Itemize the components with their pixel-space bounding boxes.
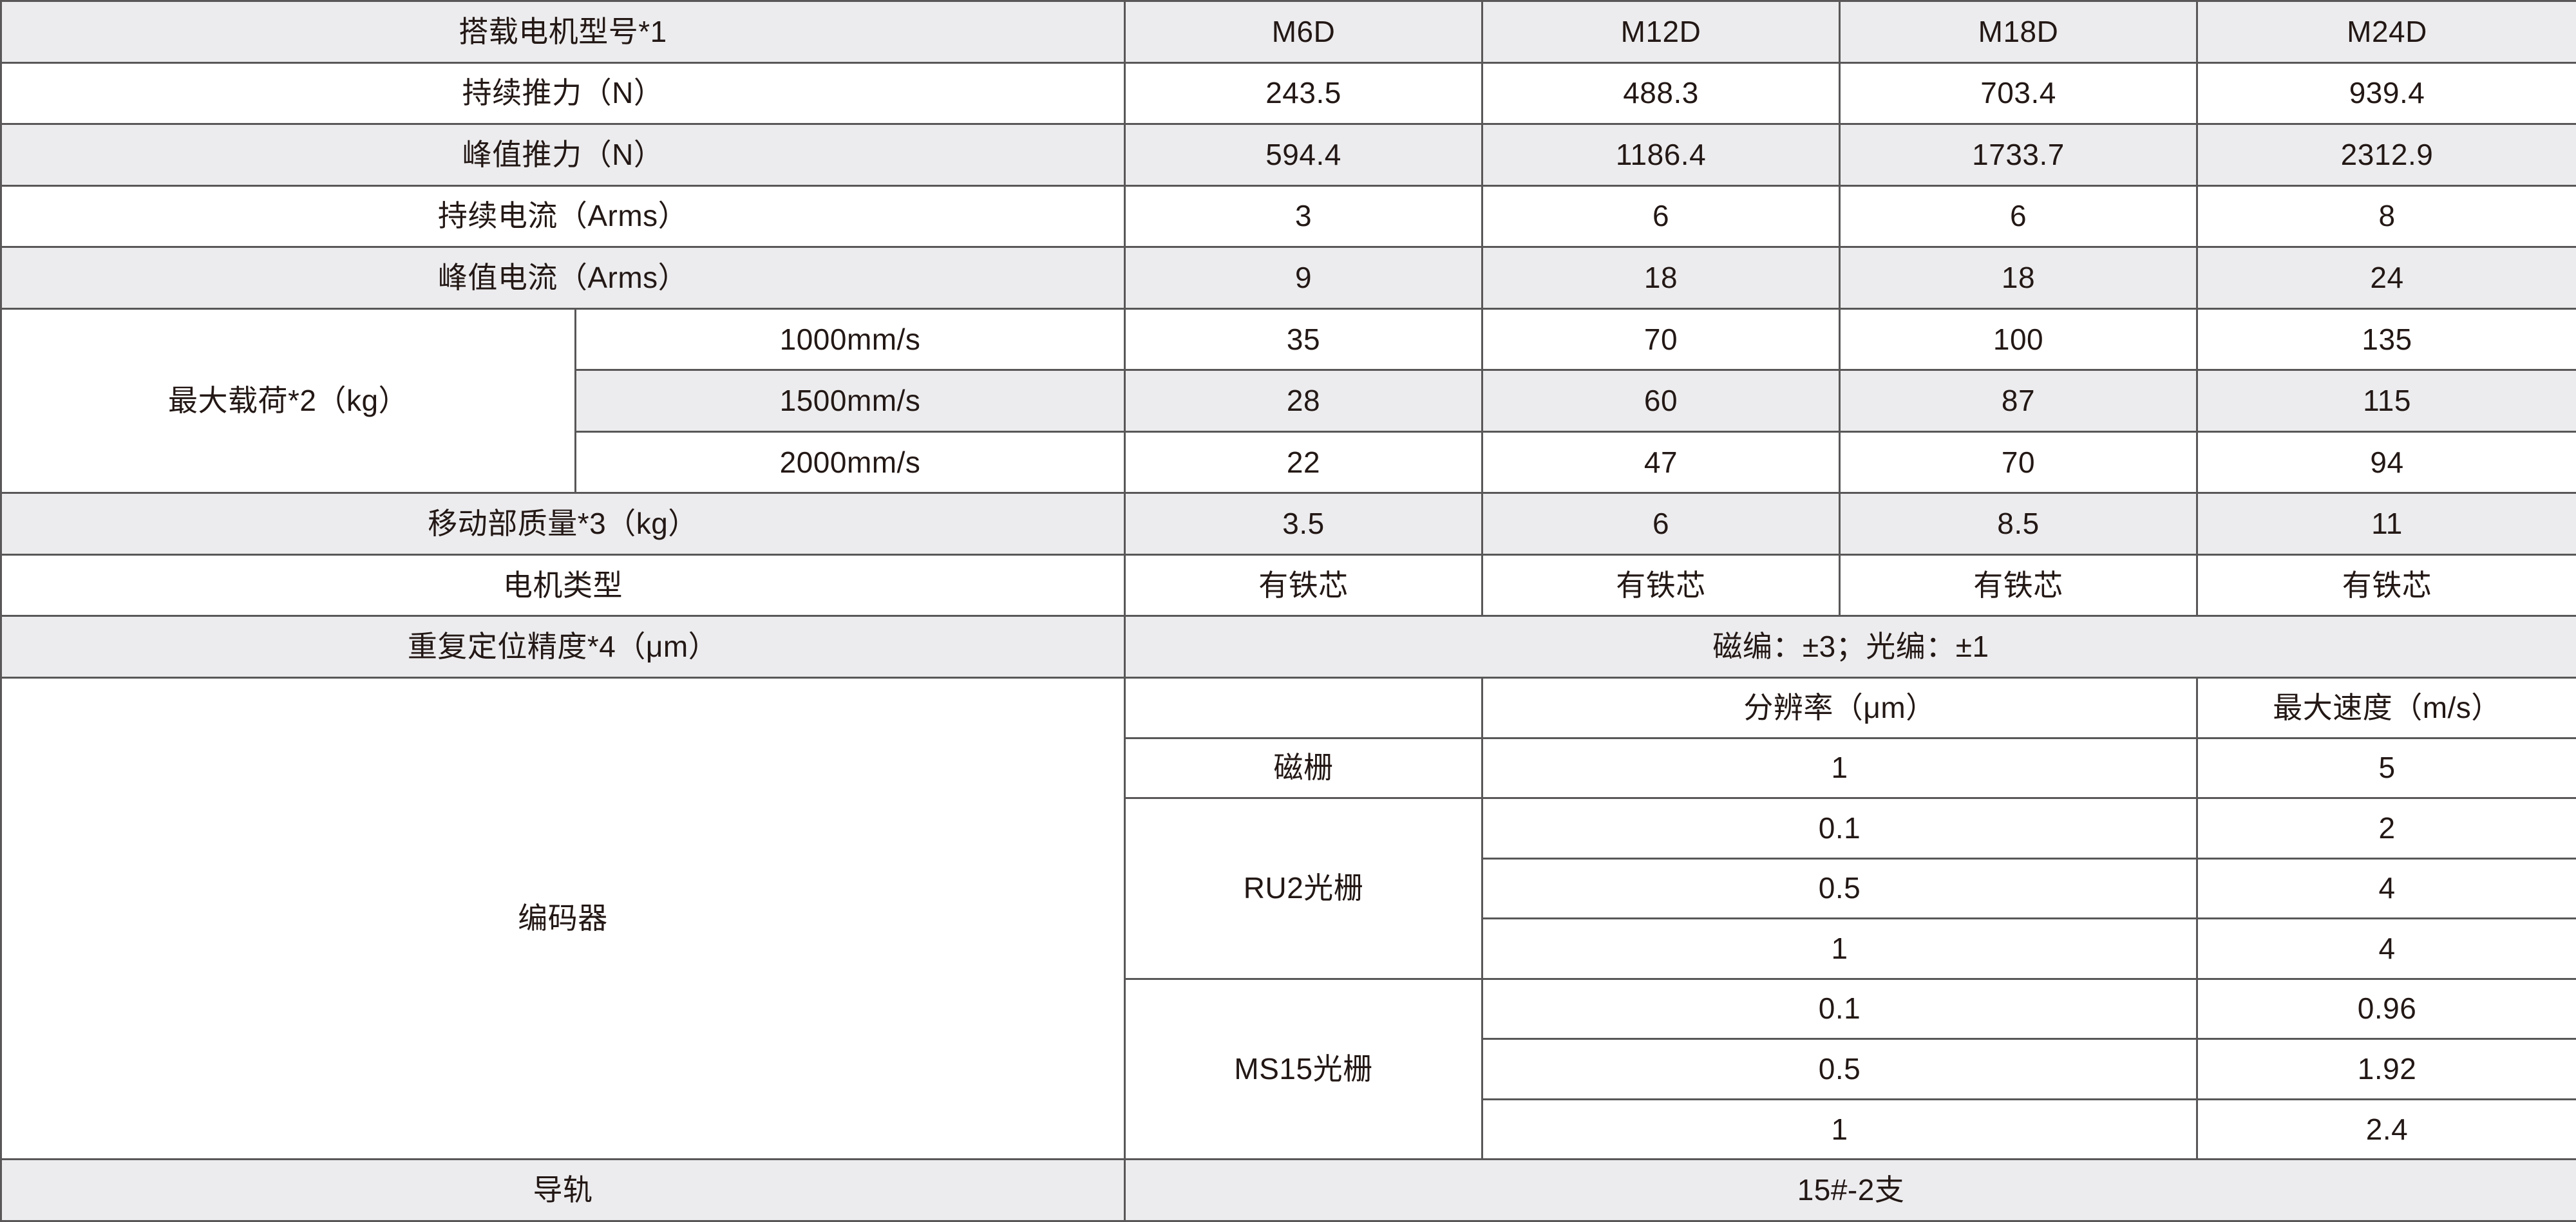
- table-row-max-load-2000: 2000mm/s 22 47 70 94: [1, 430, 2576, 494]
- encoder-ms15-resolution-1: 0.1: [1481, 977, 2199, 1040]
- row-label-motor-model: 搭载电机型号*1: [0, 0, 1126, 64]
- encoder-magnetic-maxspeed-1: 5: [2196, 737, 2576, 800]
- cell-peak-thrust-m12d: 1186.4: [1481, 123, 1841, 187]
- cell-motor-type-m18d: 有铁芯: [1839, 553, 2199, 617]
- row-label-continuous-thrust: 持续推力（N）: [0, 61, 1126, 126]
- cell-motor-type-m24d: 有铁芯: [2196, 553, 2576, 617]
- cell-max-load-1000-m6d: 35: [1124, 307, 1484, 371]
- row-label-moving-mass: 移动部质量*3（kg）: [0, 492, 1126, 556]
- cell-motor-type-m6d: 有铁芯: [1124, 553, 1484, 617]
- encoder-ru2-maxspeed-3: 4: [2196, 917, 2576, 980]
- table-row-max-load-1000: 最大载荷*2（kg） 1000mm/s 35 70 100 135: [0, 307, 2576, 494]
- encoder-group-label-ru2: RU2光栅: [1124, 797, 1484, 980]
- cell-peak-current-m12d: 18: [1481, 246, 1841, 310]
- table-row-peak-current: 峰值电流（Arms） 9 18 18 24: [0, 246, 2576, 310]
- sub-label-speed-1500: 1500mm/s: [574, 369, 1126, 433]
- table-row-peak-thrust: 峰值推力（N） 594.4 1186.4 1733.7 2312.9: [0, 123, 2576, 187]
- cell-continuous-thrust-m24d: 939.4: [2196, 61, 2576, 126]
- cell-model-m12d: M12D: [1481, 0, 1841, 64]
- encoder-ru2-resolution-1: 0.1: [1481, 797, 2199, 860]
- encoder-ms15-maxspeed-1: 0.96: [2196, 977, 2576, 1040]
- cell-max-load-1000-m18d: 100: [1839, 307, 2199, 371]
- cell-continuous-thrust-m18d: 703.4: [1839, 61, 2199, 126]
- encoder-ru2-resolution-2: 0.5: [1481, 857, 2199, 920]
- cell-max-load-1500-m24d: 115: [2196, 369, 2576, 433]
- cell-max-load-1000-m24d: 135: [2196, 307, 2576, 371]
- encoder-ms15-resolution-2: 0.5: [1481, 1038, 2199, 1100]
- encoder-group-label-ms15: MS15光栅: [1124, 977, 1484, 1161]
- row-label-motor-type: 电机类型: [0, 553, 1126, 617]
- cell-moving-mass-m6d: 3.5: [1124, 492, 1484, 556]
- cell-max-load-2000-m18d: 70: [1839, 430, 2199, 494]
- table-row-continuous-current: 持续电流（Arms） 3 6 6 8: [0, 184, 2576, 249]
- cell-peak-thrust-m6d: 594.4: [1124, 123, 1484, 187]
- cell-max-load-1500-m6d: 28: [1124, 369, 1484, 433]
- table-row-encoder-ms15-1: MS15光栅 0.1 0.96: [1, 977, 2576, 1161]
- cell-continuous-current-m24d: 8: [2196, 184, 2576, 249]
- cell-model-m24d: M24D: [2196, 0, 2576, 64]
- row-label-max-load: 最大载荷*2（kg）: [0, 307, 576, 494]
- cell-continuous-current-m12d: 6: [1481, 184, 1841, 249]
- cell-model-m18d: M18D: [1839, 0, 2199, 64]
- cell-peak-thrust-m18d: 1733.7: [1839, 123, 2199, 187]
- cell-max-load-1500-m18d: 87: [1839, 369, 2199, 433]
- cell-continuous-thrust-m12d: 488.3: [1481, 61, 1841, 126]
- encoder-ms15-maxspeed-2: 1.92: [2196, 1038, 2576, 1100]
- cell-max-load-1000-m12d: 70: [1481, 307, 1841, 371]
- cell-guide-rail-value: 15#-2支: [1124, 1158, 2576, 1222]
- cell-continuous-current-m18d: 6: [1839, 184, 2199, 249]
- table-row-encoder-header: 编码器 分辨率（μm） 最大速度（m/s）: [0, 677, 2576, 1161]
- row-label-peak-current: 峰值电流（Arms）: [0, 246, 1126, 310]
- row-label-encoder: 编码器: [0, 677, 1126, 1161]
- encoder-header-type: [1124, 677, 1484, 739]
- table-row-encoder-ru2-1: RU2光栅 0.1 2: [1, 797, 2576, 980]
- table-row-encoder-ru2-3: 1 4: [1, 917, 2576, 980]
- encoder-header-max-speed: 最大速度（m/s）: [2196, 677, 2576, 739]
- cell-moving-mass-m18d: 8.5: [1839, 492, 2199, 556]
- table-row-motor-model: 搭载电机型号*1 M6D M12D M18D M24D: [0, 0, 2576, 64]
- encoder-header-resolution: 分辨率（μm）: [1481, 677, 2199, 739]
- encoder-ru2-maxspeed-1: 2: [2196, 797, 2576, 860]
- row-label-continuous-current: 持续电流（Arms）: [0, 184, 1126, 249]
- cell-peak-thrust-m24d: 2312.9: [2196, 123, 2576, 187]
- table-row-max-load-1500: 1500mm/s 28 60 87 115: [1, 369, 2576, 433]
- cell-max-load-1500-m12d: 60: [1481, 369, 1841, 433]
- table-row-moving-mass: 移动部质量*3（kg） 3.5 6 8.5 11: [0, 492, 2576, 556]
- table-row-repeat-accuracy: 重复定位精度*4（μm） 磁编：±3；光编：±1: [0, 615, 2576, 679]
- cell-model-m6d: M6D: [1124, 0, 1484, 64]
- table-row-encoder-ms15-3: 1 2.4: [1, 1098, 2576, 1161]
- cell-moving-mass-m24d: 11: [2196, 492, 2576, 556]
- row-label-peak-thrust: 峰值推力（N）: [0, 123, 1126, 187]
- cell-continuous-current-m6d: 3: [1124, 184, 1484, 249]
- cell-peak-current-m6d: 9: [1124, 246, 1484, 310]
- encoder-ms15-resolution-3: 1: [1481, 1098, 2199, 1161]
- table-row-encoder-ru2-2: 0.5 4: [1, 857, 2576, 920]
- cell-repeat-accuracy-value: 磁编：±3；光编：±1: [1124, 615, 2576, 679]
- encoder-ru2-maxspeed-2: 4: [2196, 857, 2576, 920]
- table-row-guide-rail: 导轨 15#-2支: [0, 1158, 2576, 1222]
- sub-label-speed-2000: 2000mm/s: [574, 430, 1126, 494]
- encoder-magnetic-resolution-1: 1: [1481, 737, 2199, 800]
- encoder-ms15-maxspeed-3: 2.4: [2196, 1098, 2576, 1161]
- table-row-motor-type: 电机类型 有铁芯 有铁芯 有铁芯 有铁芯: [0, 553, 2576, 617]
- cell-continuous-thrust-m6d: 243.5: [1124, 61, 1484, 126]
- sub-label-speed-1000: 1000mm/s: [574, 307, 1126, 371]
- cell-peak-current-m18d: 18: [1839, 246, 2199, 310]
- cell-max-load-2000-m6d: 22: [1124, 430, 1484, 494]
- row-label-repeat-accuracy: 重复定位精度*4（μm）: [0, 615, 1126, 679]
- cell-peak-current-m24d: 24: [2196, 246, 2576, 310]
- table-row-continuous-thrust: 持续推力（N） 243.5 488.3 703.4 939.4: [0, 61, 2576, 126]
- cell-max-load-2000-m12d: 47: [1481, 430, 1841, 494]
- encoder-group-label-magnetic: 磁栅: [1124, 737, 1484, 800]
- encoder-ru2-resolution-3: 1: [1481, 917, 2199, 980]
- table-row-encoder-ms15-2: 0.5 1.92: [1, 1038, 2576, 1100]
- cell-moving-mass-m12d: 6: [1481, 492, 1841, 556]
- cell-max-load-2000-m24d: 94: [2196, 430, 2576, 494]
- table-row-encoder-magnetic: 磁栅 1 5: [1, 737, 2576, 800]
- row-label-guide-rail: 导轨: [0, 1158, 1126, 1222]
- cell-motor-type-m12d: 有铁芯: [1481, 553, 1841, 617]
